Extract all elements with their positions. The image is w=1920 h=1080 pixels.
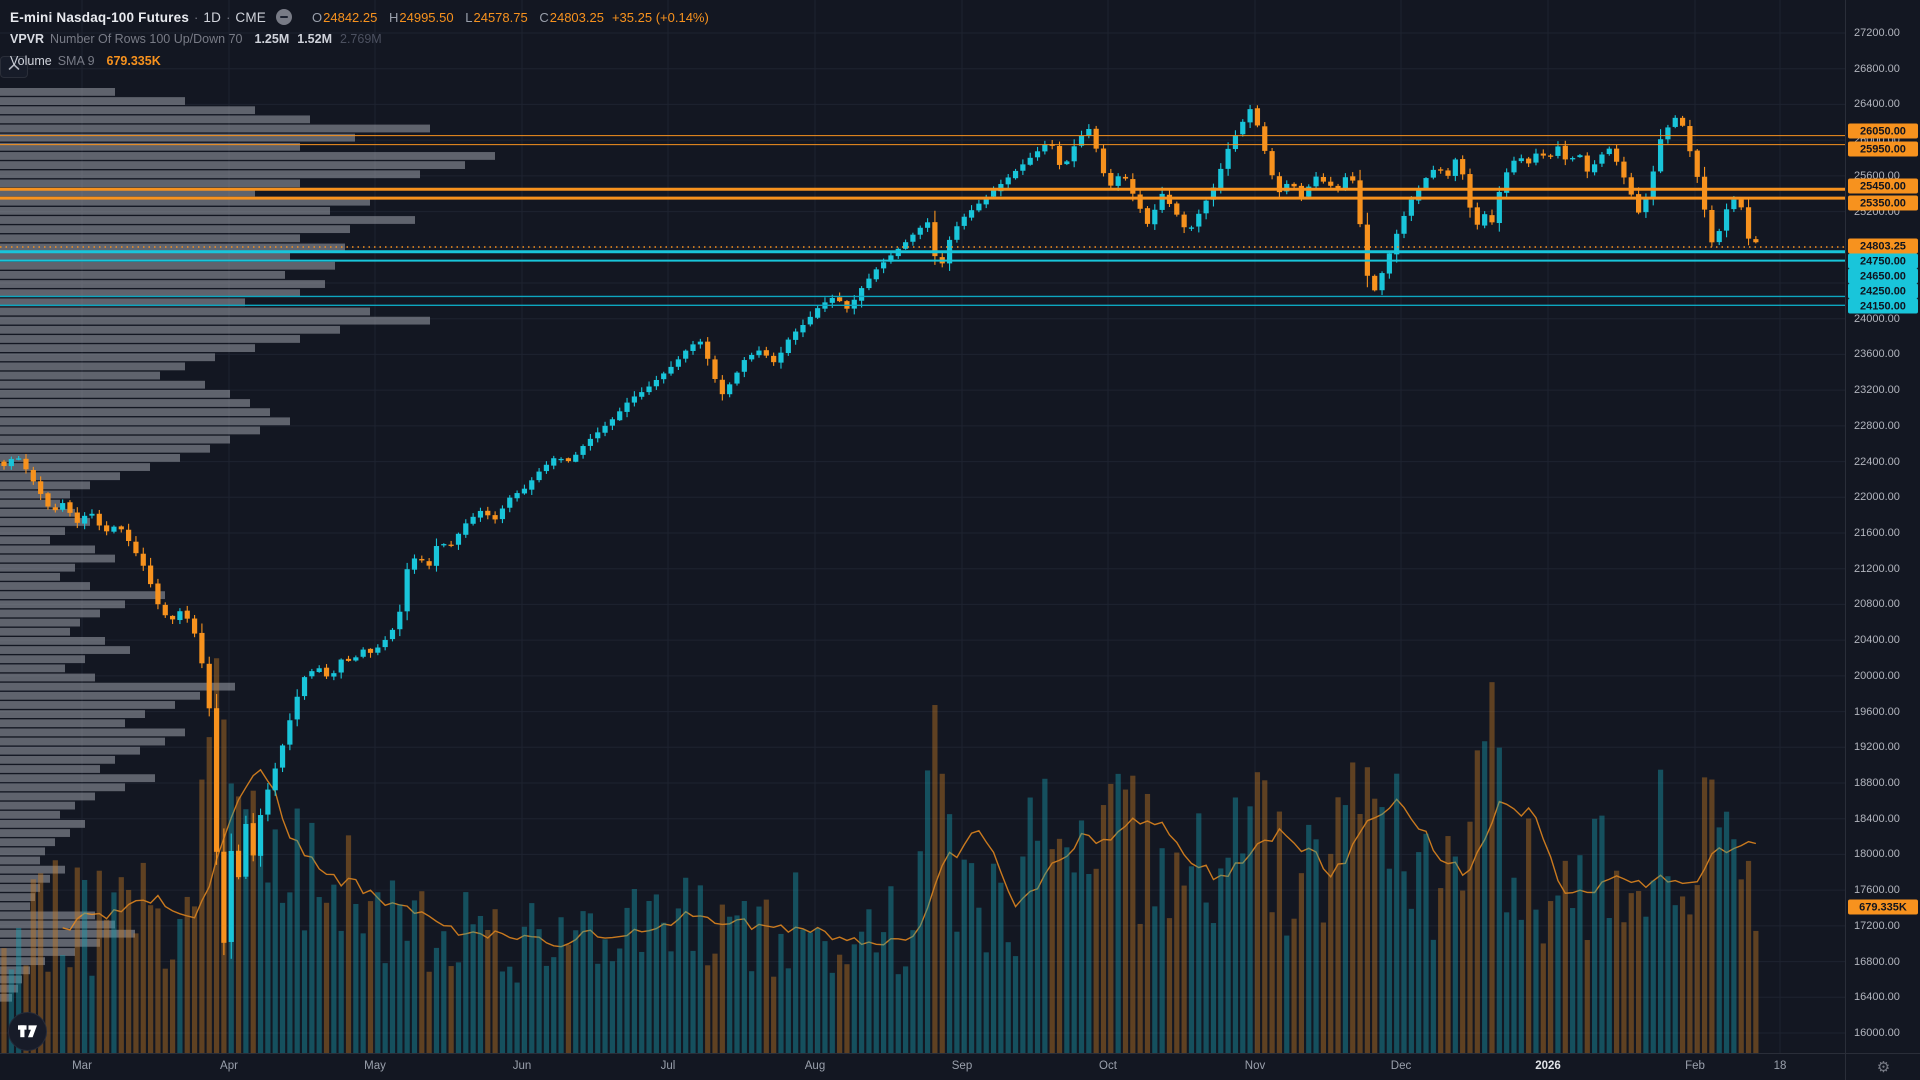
price-level-label: 24803.25	[1848, 238, 1918, 254]
price-tick-label: 26800.00	[1854, 62, 1900, 75]
price-tick-label: 22800.00	[1854, 419, 1900, 432]
close-value: 24803.25	[549, 9, 604, 25]
price-tick-label: 23600.00	[1854, 348, 1900, 361]
vpvr-params: Number Of Rows 100 Up/Down 70	[50, 32, 243, 46]
price-tick-label: 18800.00	[1854, 777, 1900, 789]
collapse-indicators-button[interactable]	[0, 56, 28, 78]
price-level-label: 24650.00	[1848, 268, 1918, 284]
month-label: Aug	[804, 1060, 826, 1072]
chevron-up-icon	[8, 63, 20, 70]
month-label: Feb	[1685, 1060, 1705, 1072]
price-tick-label: 16800.00	[1854, 955, 1900, 968]
price-tick-label: 20000.00	[1854, 669, 1900, 682]
year-label: 2026	[1535, 1060, 1561, 1072]
price-tick-label: 17200.00	[1854, 919, 1900, 932]
volume-sma-value: 679.335K	[106, 54, 161, 68]
month-label: Jun	[512, 1060, 532, 1072]
settings-gear-icon[interactable]: ⚙	[1876, 1059, 1891, 1076]
volume-indicator-row[interactable]: Volume SMA 9 679.335K	[10, 50, 709, 72]
price-tick-label: 20800.00	[1854, 598, 1900, 611]
exchange-label: CME	[235, 9, 267, 25]
price-tick-label: 18000.00	[1854, 848, 1900, 861]
change-value: +35.25 (+0.14%)	[611, 9, 709, 25]
price-level-label: 25950.00	[1848, 141, 1918, 157]
price-axis[interactable]: 16000.00 16400.00 16800.00 17200.00 17600.00…	[1845, 0, 1920, 1053]
time-axis[interactable]: Mar Apr May Jun Jul Aug Sep Oct Nov Dec 2026 Feb 18	[0, 1053, 1845, 1080]
price-tick-label: 24000.00	[1854, 312, 1900, 325]
open-value: 24842.25	[323, 9, 378, 25]
low-value: 24578.75	[473, 9, 528, 25]
tradingview-logo[interactable]	[8, 1012, 47, 1051]
price-tick-label: 26400.00	[1854, 98, 1900, 111]
price-tick-label: 19200.00	[1854, 741, 1900, 754]
vpvr-indicator-row[interactable]: VPVR Number Of Rows 100 Up/Down 70 1.25M…	[10, 28, 709, 50]
price-tick-label: 18400.00	[1854, 812, 1900, 825]
axis-corner: ⚙	[1845, 1053, 1920, 1080]
price-tick-label: 21600.00	[1854, 527, 1900, 539]
price-level-label: 24250.00	[1848, 283, 1918, 299]
price-tick-label: 19600.00	[1854, 705, 1900, 718]
price-tick-label: 16000.00	[1854, 1027, 1900, 1039]
vpvr-value-3: 2.769M	[340, 32, 382, 46]
price-level-label: 25350.00	[1848, 195, 1918, 211]
chart-header: E-mini Nasdaq-100 Futures · 1D · CME O24…	[10, 6, 709, 72]
price-level-label: 25450.00	[1848, 178, 1918, 194]
price-level-label: 679.335K	[1848, 899, 1918, 915]
interval-label: 1D	[203, 9, 222, 25]
price-level-label: 24150.00	[1848, 298, 1918, 314]
price-tick-label: 17600.00	[1854, 884, 1900, 897]
vpvr-value-2: 1.52M	[297, 32, 332, 46]
month-label: May	[364, 1060, 386, 1072]
symbol-minus-icon[interactable]	[276, 9, 293, 25]
volume-params: SMA 9	[57, 54, 95, 68]
vpvr-name: VPVR	[10, 32, 45, 46]
candlestick-chart[interactable]	[0, 0, 1845, 1053]
price-tick-label: 22000.00	[1854, 491, 1900, 504]
symbol-title: E-mini Nasdaq-100 Futures	[10, 9, 190, 25]
price-tick-label: 27200.00	[1854, 27, 1900, 39]
month-label: Nov	[1244, 1060, 1266, 1072]
high-value: 24995.50	[399, 9, 454, 25]
price-level-label: 24750.00	[1848, 253, 1918, 269]
price-tick-label: 20400.00	[1854, 634, 1900, 647]
price-tick-label: 23200.00	[1854, 384, 1900, 397]
month-label: Jul	[660, 1060, 676, 1072]
price-tick-label: 16400.00	[1854, 991, 1900, 1004]
tradingview-logo-glyph	[18, 1025, 37, 1038]
month-label: Dec	[1390, 1060, 1412, 1072]
month-label: Apr	[220, 1060, 238, 1072]
price-tick-label: 22400.00	[1854, 455, 1900, 468]
volume-name: Volume	[10, 54, 52, 68]
month-label: Oct	[1099, 1060, 1117, 1072]
price-tick-label: 21200.00	[1854, 562, 1900, 575]
month-label: Sep	[951, 1060, 973, 1072]
ohlc-values: O24842.25 H24995.50 L24578.75 C24803.25	[312, 9, 604, 25]
symbol-row[interactable]: E-mini Nasdaq-100 Futures · 1D · CME O24…	[10, 9, 709, 25]
month-label: 18	[1773, 1060, 1787, 1072]
price-level-label: 26050.00	[1848, 123, 1918, 139]
month-label: Mar	[72, 1060, 92, 1072]
vpvr-value-1: 1.25M	[254, 32, 290, 46]
